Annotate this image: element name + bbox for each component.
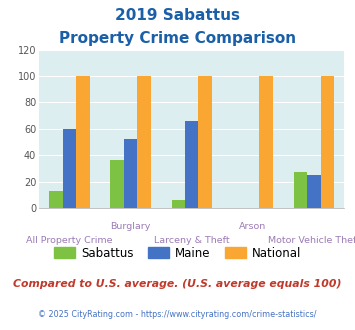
- Text: Burglary: Burglary: [110, 222, 151, 231]
- Bar: [198, 76, 212, 208]
- Text: © 2025 CityRating.com - https://www.cityrating.com/crime-statistics/: © 2025 CityRating.com - https://www.city…: [38, 310, 317, 319]
- Text: All Property Crime: All Property Crime: [26, 236, 113, 245]
- Bar: [260, 76, 273, 208]
- Legend: Sabattus, Maine, National: Sabattus, Maine, National: [49, 242, 306, 264]
- Text: Property Crime Comparison: Property Crime Comparison: [59, 31, 296, 46]
- Bar: [185, 121, 198, 208]
- Bar: [110, 160, 124, 208]
- Bar: [63, 129, 76, 208]
- Text: Compared to U.S. average. (U.S. average equals 100): Compared to U.S. average. (U.S. average …: [13, 279, 342, 289]
- Text: Arson: Arson: [239, 222, 266, 231]
- Bar: [76, 76, 90, 208]
- Text: Motor Vehicle Theft: Motor Vehicle Theft: [268, 236, 355, 245]
- Bar: [137, 76, 151, 208]
- Text: Larceny & Theft: Larceny & Theft: [154, 236, 230, 245]
- Bar: [321, 76, 334, 208]
- Bar: [49, 191, 63, 208]
- Bar: [307, 175, 321, 208]
- Bar: [124, 139, 137, 208]
- Bar: [171, 200, 185, 208]
- Bar: [294, 172, 307, 208]
- Text: 2019 Sabattus: 2019 Sabattus: [115, 8, 240, 23]
